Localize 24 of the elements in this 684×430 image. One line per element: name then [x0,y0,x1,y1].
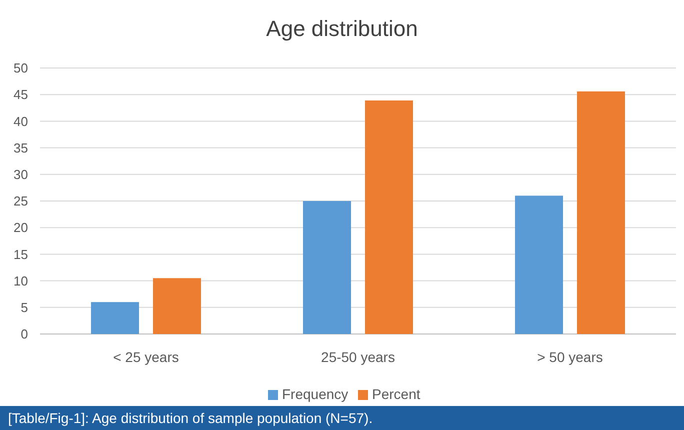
y-tick-label: 10 [14,273,28,288]
y-tick-label: 35 [14,140,28,156]
y-tick-label: 30 [14,166,28,182]
bar [515,196,563,334]
y-tick-label: 20 [14,220,28,236]
y-tick-label: 40 [14,114,28,129]
x-tick-label: > 50 years [537,349,603,365]
text: [Table/Fig-1]: Age distribution of sample population (N=57). [8,410,373,426]
x-tick-label: < 25 years [113,349,179,365]
y-tick-label: 25 [14,194,28,209]
y-tick-label: 5 [20,300,28,315]
y-tick-label: 50 [14,60,28,76]
bar [153,278,201,334]
legend-label: Frequency [282,386,348,402]
bar [303,201,351,334]
y-tick-label: 45 [14,87,28,102]
bar [365,100,413,334]
chart-title: Age distribution [266,16,418,41]
y-tick-label: 0 [20,326,28,342]
bar [91,302,139,334]
x-tick-label: 25-50 years [321,349,395,365]
y-tick-label: 15 [14,246,28,262]
bar [577,91,625,334]
legend-label: Percent [372,386,420,402]
